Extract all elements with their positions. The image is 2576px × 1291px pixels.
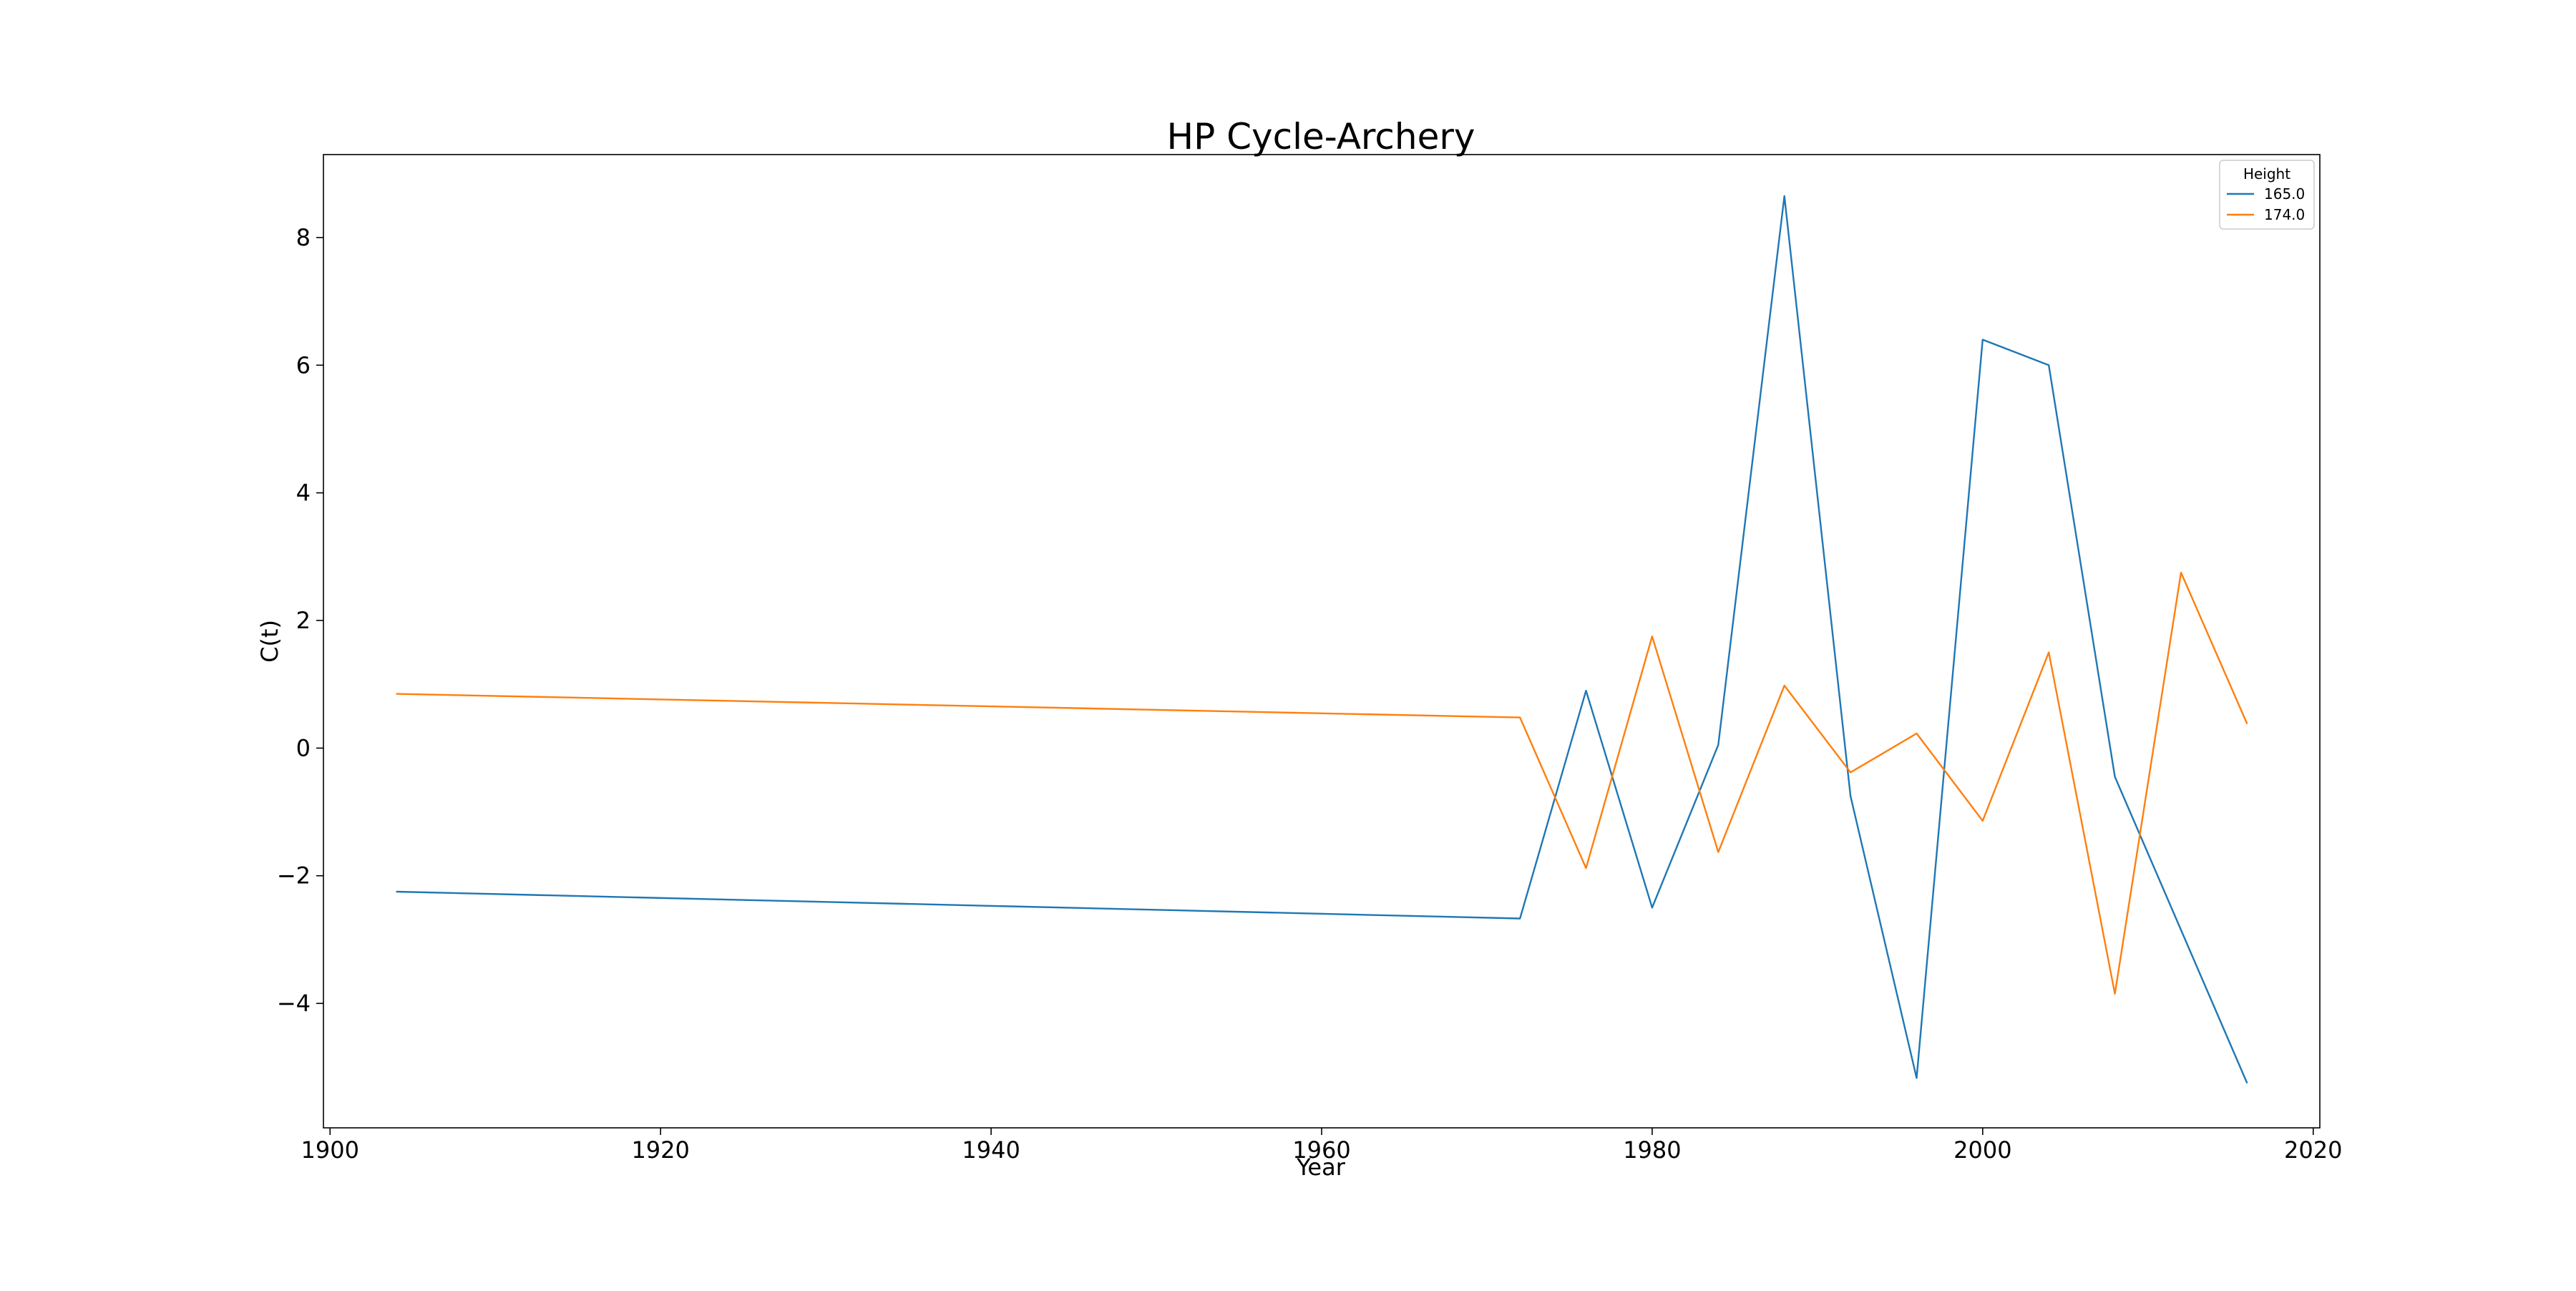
y-axis: −4 −2 0 2 4 6 8 [277, 224, 323, 1017]
legend-label: 174.0 [2264, 206, 2305, 223]
x-tick-label: 1940 [962, 1136, 1020, 1164]
plot-area [396, 196, 2248, 1083]
chart-title: HP Cycle-Archery [1167, 116, 1475, 157]
x-tick-label: 1900 [301, 1136, 359, 1164]
y-tick-label: 2 [296, 607, 311, 634]
legend: Height 165.0 174.0 [2220, 160, 2314, 229]
x-axis-label: Year [1296, 1154, 1346, 1181]
x-tick-label: 1980 [1623, 1136, 1681, 1164]
y-tick-label: 4 [296, 479, 311, 507]
y-tick-label: −2 [277, 862, 311, 890]
y-axis-label: C(t) [256, 620, 283, 663]
x-tick-label: 1920 [631, 1136, 689, 1164]
series-line-165-0 [396, 196, 2248, 1083]
x-tick-label: 2000 [1953, 1136, 2011, 1164]
plot-frame [323, 155, 2320, 1128]
legend-label: 165.0 [2264, 185, 2305, 203]
y-tick-label: 0 [296, 734, 311, 761]
y-tick-label: −4 [277, 990, 311, 1017]
y-tick-label: 8 [296, 224, 311, 251]
x-tick-label: 2020 [2284, 1136, 2342, 1164]
legend-title: Height [2243, 165, 2290, 182]
y-tick-label: 6 [296, 351, 311, 379]
series-line-174-0 [396, 573, 2248, 994]
